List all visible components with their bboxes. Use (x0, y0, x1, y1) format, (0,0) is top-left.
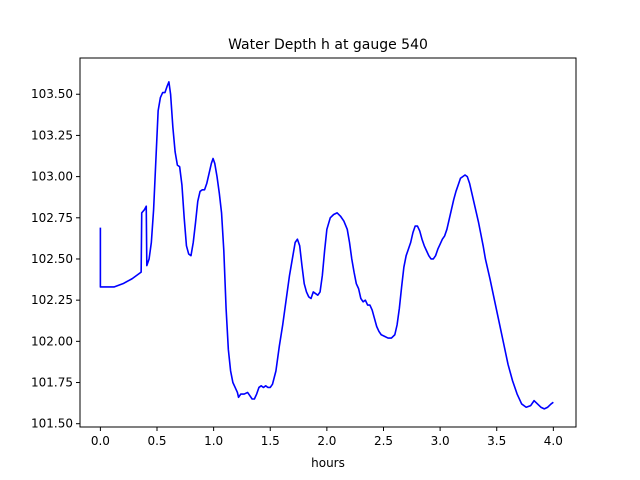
y-tick-label: 102.25 (31, 293, 73, 307)
x-tick-label: 1.5 (261, 434, 280, 448)
y-tick-label: 103.00 (31, 170, 73, 184)
y-tick-label: 102.00 (31, 334, 73, 348)
x-axis: 0.0 0.5 1.0 1.5 2.0 2.5 3.0 3.5 4.0 (91, 427, 563, 448)
water-depth-series-line (99, 81, 554, 410)
x-tick-label: 2.0 (317, 434, 336, 448)
y-tick-label: 102.50 (31, 252, 73, 266)
y-tick-label: 103.25 (31, 128, 73, 142)
x-axis-label: hours (311, 456, 345, 470)
y-tick-label: 103.50 (31, 87, 73, 101)
y-axis: 101.50 101.75 102.00 102.25 102.50 102.75 103.… (31, 87, 80, 431)
x-tick-label: 3.5 (487, 434, 506, 448)
x-tick-label: 1.0 (204, 434, 223, 448)
chart-title: Water Depth h at gauge 540 (228, 37, 428, 53)
x-tick-label: 4.0 (544, 434, 563, 448)
x-tick-label: 3.0 (431, 434, 450, 448)
x-tick-label: 0.5 (147, 434, 166, 448)
y-tick-label: 101.75 (31, 376, 73, 390)
y-tick-label: 101.50 (31, 417, 73, 431)
y-tick-label: 102.75 (31, 211, 73, 225)
x-tick-label: 2.5 (374, 434, 393, 448)
plot-frame (79, 57, 577, 428)
x-tick-label: 0.0 (91, 434, 110, 448)
